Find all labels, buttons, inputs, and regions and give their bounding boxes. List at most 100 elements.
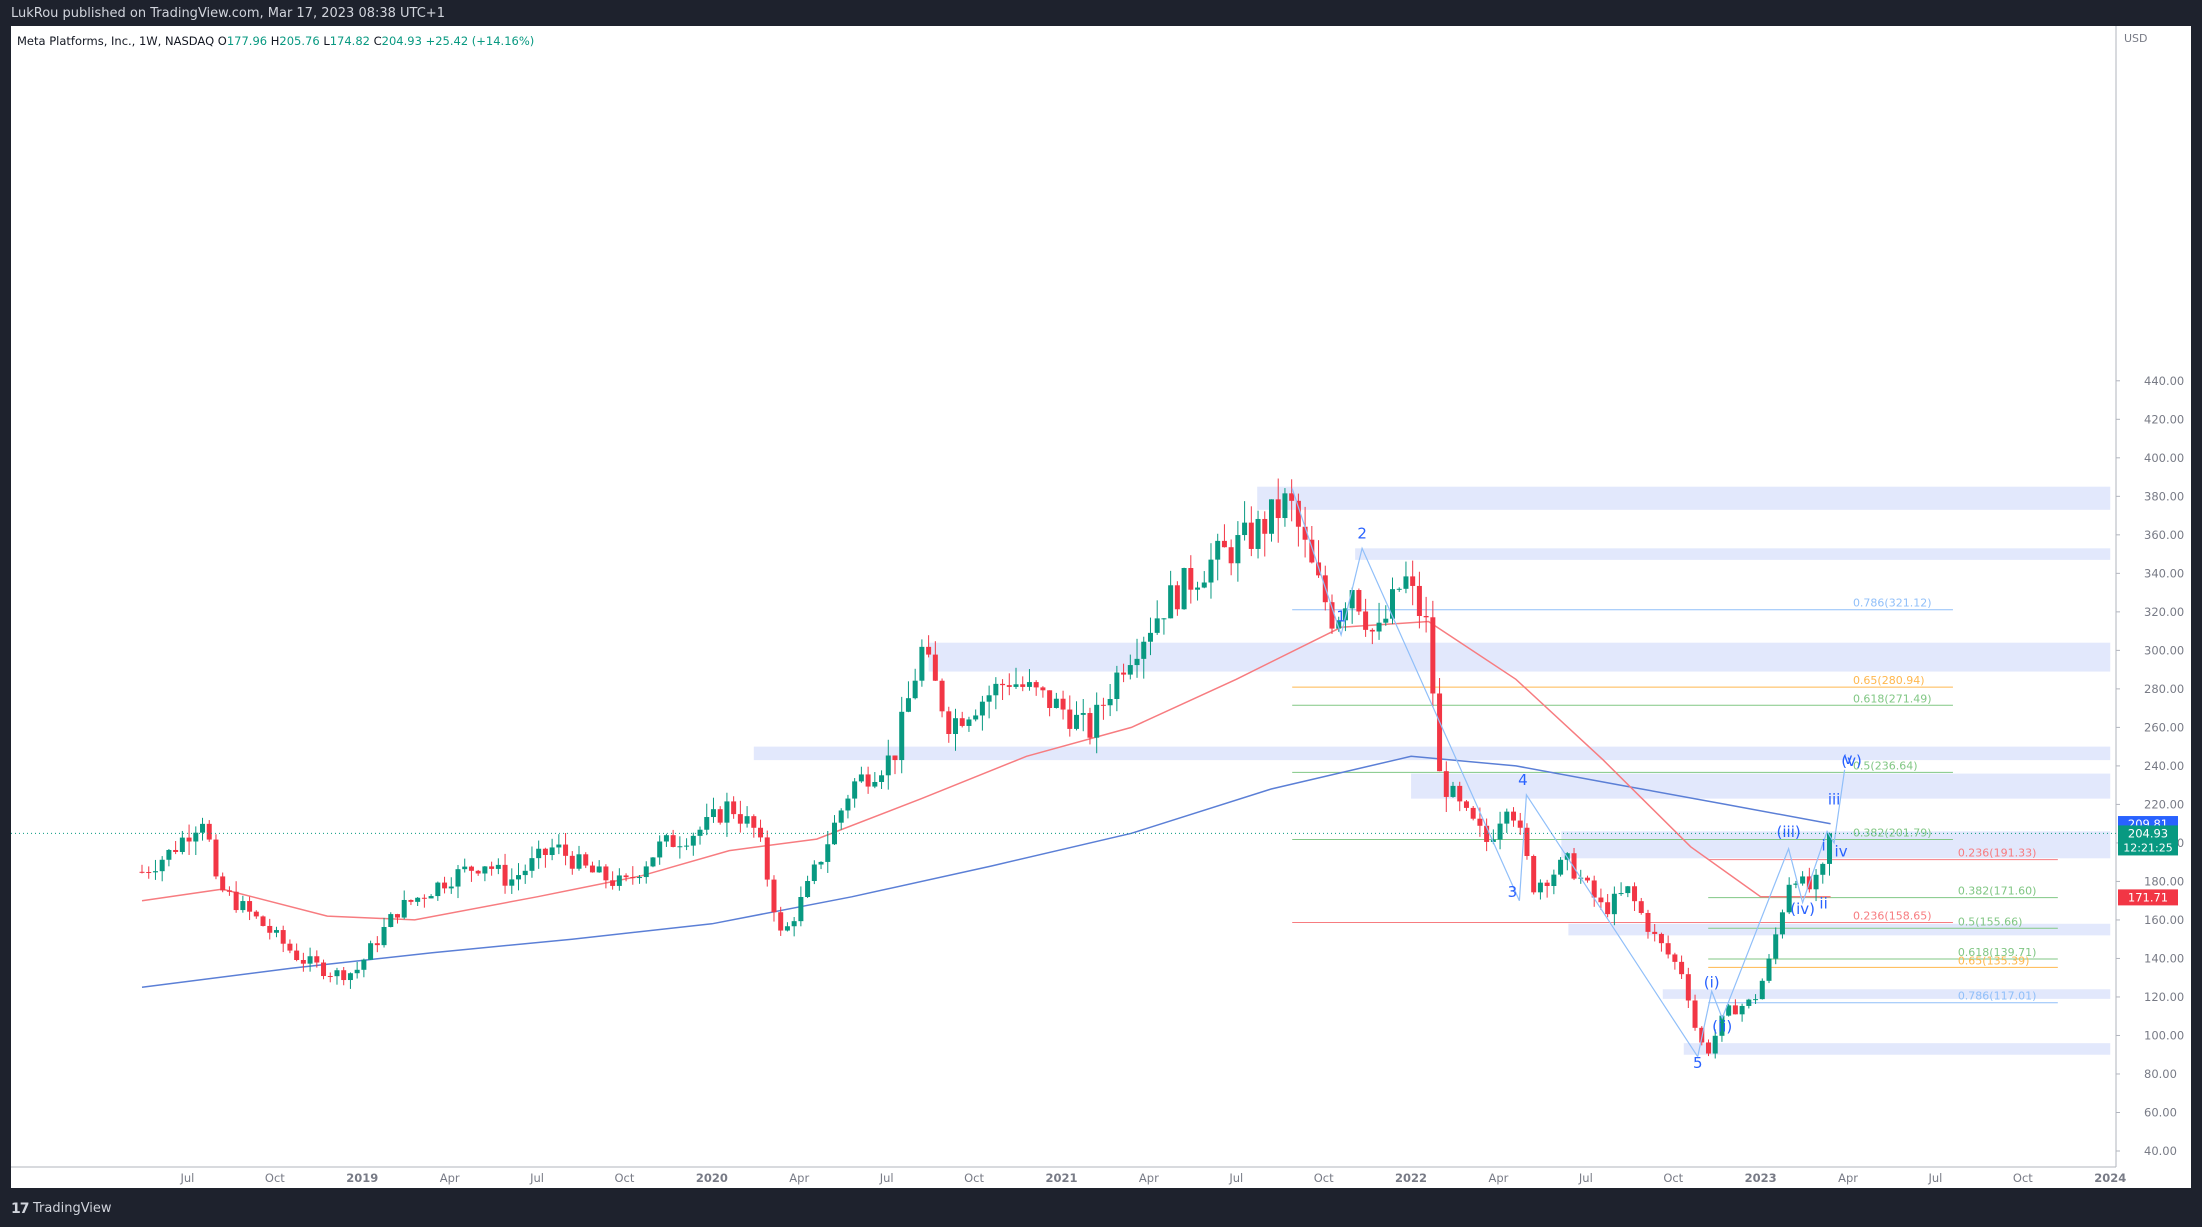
candle-body [1705, 1042, 1711, 1054]
candle-body [1074, 714, 1080, 729]
candle-body [1531, 856, 1537, 893]
candle-body [1511, 811, 1517, 821]
wave-label: ii [1819, 894, 1827, 912]
price-chart[interactable]: 0.786(321.12) 0.65(280.94) 0.618(271.49) 0.… [11, 26, 2191, 1188]
candle-body [616, 875, 622, 886]
candle-body [764, 837, 770, 880]
candle-body [704, 817, 710, 830]
wave-label: (i) [1704, 973, 1720, 991]
y-tick-label: 220.00 [2144, 797, 2184, 811]
close-label: C [373, 34, 382, 48]
candle-body [1685, 974, 1691, 1001]
candle-body [1174, 585, 1180, 610]
candle-body [435, 882, 441, 897]
candle-body [1013, 684, 1019, 687]
candle-body [973, 715, 979, 720]
candle-body [1490, 839, 1496, 842]
candle-body [1437, 693, 1443, 772]
candle-body [758, 827, 764, 838]
candle-body [589, 865, 595, 873]
candle-body [1632, 886, 1638, 902]
candle-body [374, 943, 380, 946]
candle-body [1006, 685, 1012, 687]
candle-body [1625, 886, 1631, 894]
x-tick-label: 2021 [1045, 1171, 1077, 1185]
candle-body [919, 646, 925, 681]
candle-body [744, 816, 750, 824]
candle-body [1611, 893, 1617, 915]
candle-body [1477, 818, 1483, 826]
wave-line [1291, 488, 1699, 1058]
candle-body [1282, 493, 1288, 519]
candle-body [630, 877, 636, 879]
price-label-box [2118, 889, 2178, 906]
candle-body [610, 880, 616, 886]
candle-body [1349, 590, 1355, 609]
candle-body [1558, 859, 1564, 875]
candle-body [314, 956, 320, 963]
x-tick-label: 2023 [1745, 1171, 1777, 1185]
candle-body [408, 899, 414, 902]
fib-label: 0.5(155.66) [1958, 915, 2023, 928]
candle-body [173, 849, 179, 852]
wave-label: 4 [1518, 771, 1528, 789]
candle-body [939, 680, 945, 712]
candle-body [1739, 1005, 1745, 1015]
candle-body [159, 859, 165, 872]
candle-body [166, 849, 172, 860]
candle-body [233, 891, 239, 911]
candle-body [421, 897, 427, 899]
candle-body [1396, 588, 1402, 590]
candle-body [583, 854, 589, 866]
candle-body [825, 844, 831, 862]
ma200-line [141, 755, 1831, 989]
x-tick-label: Oct [964, 1171, 984, 1185]
publisher-text: LukRou published on TradingView.com, Mar… [11, 6, 445, 21]
y-tick-label: 260.00 [2144, 720, 2184, 734]
candle-body [1719, 1015, 1725, 1036]
candle-body [1033, 682, 1039, 688]
candle-body [677, 846, 683, 848]
candle-body [731, 801, 737, 815]
x-tick-label: 2024 [2094, 1171, 2126, 1185]
candle-body [1665, 943, 1671, 955]
candle-body [287, 943, 293, 951]
x-tick-label: 2019 [346, 1171, 378, 1185]
candle-body [1813, 874, 1819, 890]
candle-body [1302, 526, 1308, 540]
candle-body [717, 809, 723, 823]
chart-area[interactable]: Meta Platforms, Inc., 1W, NASDAQ O177.96… [11, 26, 2191, 1188]
candle-body [663, 835, 669, 842]
candle-body [650, 857, 656, 867]
candle-body [1154, 618, 1160, 633]
candle-body [1591, 880, 1597, 898]
wave-label: 1 [1336, 607, 1346, 625]
x-tick-label: 2022 [1395, 1171, 1427, 1185]
candle-body [1537, 882, 1543, 893]
candle-body [1147, 632, 1153, 642]
candle-body [468, 866, 474, 871]
candle-body [1255, 518, 1261, 549]
candle-body [1195, 587, 1201, 590]
candle-body [253, 911, 259, 917]
y-tick-label: 320.00 [2144, 605, 2184, 619]
wave-label: 2 [1357, 525, 1367, 543]
y-tick-label: 240.00 [2144, 759, 2184, 773]
x-tick-label: 2020 [696, 1171, 728, 1185]
candle-body [1766, 958, 1772, 981]
candle-body [1753, 999, 1759, 1001]
x-tick-label: Jul [1578, 1171, 1593, 1185]
candle-body [932, 654, 938, 681]
y-tick-label: 180.00 [2144, 874, 2184, 888]
candle-body [1827, 833, 1833, 864]
candle-body [966, 719, 972, 726]
candle-body [946, 711, 952, 735]
candle-body [462, 866, 468, 870]
candle-body [1712, 1035, 1718, 1054]
candle-body [576, 854, 582, 869]
candlesticks [139, 478, 1833, 1059]
candle-body [1087, 713, 1093, 738]
candle-body [1658, 933, 1664, 944]
wave-label: 5 [1693, 1054, 1703, 1072]
